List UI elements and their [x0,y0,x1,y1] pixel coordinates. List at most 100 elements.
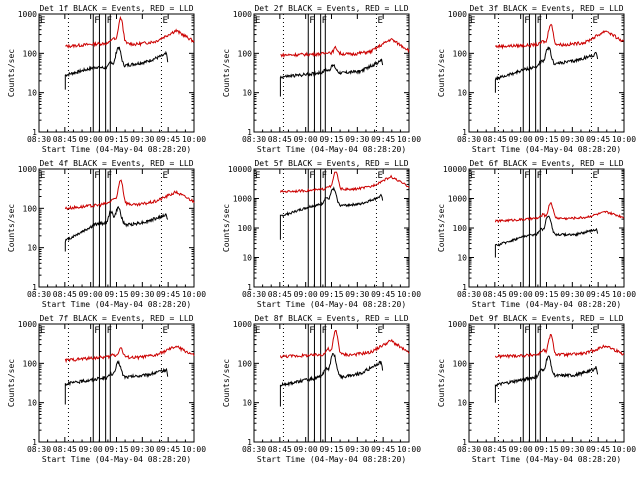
x-tick-label: 09:45 [156,445,180,454]
y-tick-label: 100 [238,224,253,233]
x-tick-label: 09:15 [534,445,558,454]
x-tick-label: 10:00 [397,290,421,299]
x-tick-label: 09:00 [509,445,533,454]
marker-letter: F [524,16,529,26]
x-axis-label: Start Time (04-May-04 08:28:20) [257,300,406,309]
events-series-line [279,186,384,240]
x-tick-label: 09:15 [534,135,558,144]
y-tick-label: 1 [247,438,252,447]
x-tick-label: 09:00 [79,445,103,454]
x-tick-label: 09:45 [586,290,610,299]
marker-letter: F [309,171,314,181]
x-tick-label: 09:45 [156,135,180,144]
detector-panel: Det 6f BLACK = Events, RED = LLD 1 10 100 10… [437,159,636,309]
marker-letter: F [537,171,542,181]
x-tick-label: 10:00 [612,290,636,299]
x-tick-label: 08:45 [53,135,77,144]
x-tick-label: 09:45 [586,445,610,454]
x-tick-label: 09:15 [319,290,343,299]
y-tick-label: 10 [27,399,37,408]
plot-frame [38,168,195,288]
x-tick-label: 08:45 [483,135,507,144]
x-tick-label: 09:30 [345,445,369,454]
y-tick-label: 10000 [228,165,252,174]
x-tick-label: 08:45 [53,445,77,454]
panel-title: Det 9f BLACK = Events, RED = LLD [469,314,623,323]
x-tick-label: 09:15 [104,445,128,454]
y-tick-label: 1000 [18,320,37,329]
marker-letter: E [592,171,597,181]
y-tick-label: 100 [238,359,253,368]
lld-series-line [279,330,410,359]
lld-series-line [495,23,625,50]
marker-letter: E [162,16,167,26]
y-tick-label: 1000 [233,320,252,329]
lld-series-line [65,15,195,49]
x-tick-label: 09:15 [104,290,128,299]
y-tick-label: 10 [457,399,467,408]
marker-letter: F [537,326,542,336]
x-tick-label: 09:30 [560,135,584,144]
x-tick-label: 09:00 [294,445,318,454]
marker-letter: F [524,171,529,181]
marker-letter: F [94,16,99,26]
y-tick-label: 100 [238,49,253,58]
detector-panel: Det 9f BLACK = Events, RED = LLD 1 10 100 10… [437,314,636,464]
y-tick-label: 1 [32,438,37,447]
y-axis-label: Counts/sec [222,359,231,407]
x-tick-label: 10:00 [612,445,636,454]
marker-letter: F [94,326,99,336]
plot-frame [253,323,410,443]
x-tick-label: 08:30 [457,445,481,454]
y-tick-label: 1 [247,283,252,292]
panel-title: Det 5f BLACK = Events, RED = LLD [254,159,408,168]
marker-letter: F [94,171,99,181]
plot-frame [38,13,195,133]
detector-panel: Det 8f BLACK = Events, RED = LLD 1 10 100 10… [222,314,421,464]
y-tick-label: 100 [453,359,468,368]
x-tick-label: 08:45 [268,290,292,299]
marker-letter: F [309,16,314,26]
y-tick-label: 1000 [233,195,252,204]
marker-letter: E [470,326,475,336]
plot-frame [253,13,410,133]
y-tick-label: 1000 [233,10,252,19]
x-tick-label: 08:45 [268,135,292,144]
x-tick-label: 09:15 [319,445,343,454]
x-axis-label: Start Time (04-May-04 08:28:20) [472,455,621,464]
marker-letter: E [162,326,167,336]
x-tick-label: 09:30 [130,445,154,454]
x-tick-label: 08:30 [457,135,481,144]
events-series-line [279,353,384,407]
plot-frame [468,168,625,288]
y-axis-label: Counts/sec [437,49,446,97]
detector-panel: Det 4f BLACK = Events, RED = LLD 1 10 100 10… [7,159,206,309]
x-tick-label: 09:00 [294,290,318,299]
x-axis-label: Start Time (04-May-04 08:28:20) [42,145,191,154]
marker-letter: E [255,171,260,181]
y-axis-label: Counts/sec [7,204,16,252]
y-tick-label: 10 [242,399,252,408]
lld-series-line [280,37,410,59]
x-tick-label: 08:30 [242,290,266,299]
x-tick-label: 10:00 [612,135,636,144]
x-tick-label: 09:15 [104,135,128,144]
x-tick-label: 10:00 [182,445,206,454]
y-tick-label: 1000 [18,165,37,174]
marker-letter: F [107,171,112,181]
x-tick-label: 09:45 [371,135,395,144]
panel-title: Det 1f BLACK = Events, RED = LLD [39,4,193,13]
lld-series-line [64,345,195,364]
marker-letter: E [377,171,382,181]
x-tick-label: 09:45 [371,290,395,299]
x-axis-label: Start Time (04-May-04 08:28:20) [42,455,191,464]
y-axis-label: Counts/sec [7,359,16,407]
x-tick-label: 09:30 [130,135,154,144]
plot-frame [468,13,625,133]
events-series-line [279,58,384,97]
x-tick-label: 08:45 [483,290,507,299]
detector-panel: Det 5f BLACK = Events, RED = LLD 1 10 100 10… [222,159,421,309]
marker-letter: E [592,16,597,26]
x-axis-label: Start Time (04-May-04 08:28:20) [257,455,406,464]
